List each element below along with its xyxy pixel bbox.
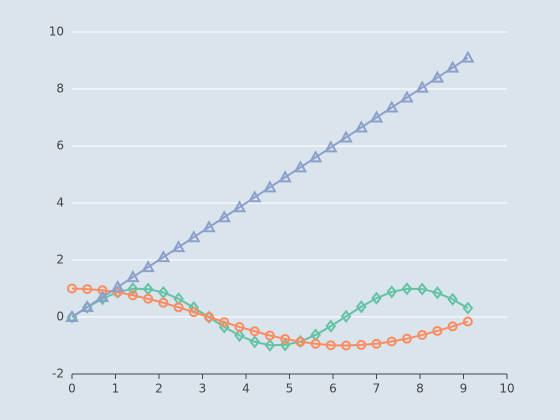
marker xyxy=(97,285,108,296)
marker xyxy=(143,293,154,304)
y-tick-label: 8 xyxy=(56,82,64,96)
marker xyxy=(416,282,428,296)
marker xyxy=(279,338,291,352)
marker xyxy=(278,170,292,183)
marker xyxy=(417,329,428,340)
marker xyxy=(325,319,337,333)
marker xyxy=(264,338,276,352)
marker xyxy=(80,299,94,313)
marker xyxy=(217,210,231,223)
marker xyxy=(355,300,367,314)
x-tick-label: 10 xyxy=(499,382,514,396)
marker xyxy=(249,326,260,337)
marker xyxy=(430,70,445,83)
marker xyxy=(371,338,382,349)
marker xyxy=(386,336,397,347)
marker xyxy=(369,110,384,123)
series-line xyxy=(71,287,469,347)
marker xyxy=(324,140,338,153)
marker xyxy=(461,50,475,63)
y-tick-label: 2 xyxy=(56,253,64,267)
marker xyxy=(82,284,93,295)
marker xyxy=(293,160,308,173)
x-tick-label: 0 xyxy=(68,382,76,396)
marker xyxy=(219,317,230,328)
marker xyxy=(173,302,184,313)
marker xyxy=(295,336,306,347)
marker xyxy=(308,150,323,163)
marker xyxy=(127,290,138,301)
marker xyxy=(234,328,245,343)
marker xyxy=(127,282,139,296)
y-tick-label: 4 xyxy=(56,196,64,210)
marker xyxy=(158,297,169,308)
marker xyxy=(248,190,262,203)
marker xyxy=(462,316,473,327)
marker xyxy=(354,120,368,133)
y-tick-label: 10 xyxy=(49,25,64,39)
marker xyxy=(264,330,275,341)
x-tick-label: 8 xyxy=(416,382,424,396)
marker xyxy=(371,291,382,305)
marker xyxy=(386,285,398,299)
marker xyxy=(126,270,140,283)
marker xyxy=(187,230,201,243)
marker xyxy=(310,338,321,349)
marker xyxy=(171,240,186,253)
marker xyxy=(415,80,429,93)
x-tick-label: 2 xyxy=(155,382,163,396)
marker xyxy=(400,90,414,103)
x-tick-label: 6 xyxy=(329,382,337,396)
marker xyxy=(385,100,399,113)
marker xyxy=(339,130,353,143)
marker xyxy=(95,289,110,303)
marker xyxy=(445,60,460,73)
marker xyxy=(280,333,291,344)
marker xyxy=(340,309,352,324)
marker xyxy=(401,333,412,344)
marker xyxy=(204,312,215,322)
x-tick-label: 3 xyxy=(199,382,207,396)
marker xyxy=(432,325,443,336)
x-tick-label: 5 xyxy=(286,382,294,396)
marker xyxy=(432,286,443,300)
y-tick-label: -2 xyxy=(52,367,64,381)
marker xyxy=(202,220,216,233)
y-tick-label: 6 xyxy=(56,139,64,153)
marker xyxy=(232,200,247,213)
marker xyxy=(65,309,79,322)
marker xyxy=(110,280,125,293)
marker xyxy=(141,260,155,273)
y-tick-label: 0 xyxy=(56,310,64,324)
marker xyxy=(234,321,245,332)
marker xyxy=(401,282,413,296)
marker xyxy=(188,307,199,318)
x-tick-label: 9 xyxy=(460,382,468,396)
marker xyxy=(263,180,277,193)
marker xyxy=(156,250,171,263)
marker xyxy=(447,321,458,332)
x-tick-label: 4 xyxy=(242,382,250,396)
x-tick-label: 1 xyxy=(112,382,120,396)
marker xyxy=(356,339,367,350)
marker xyxy=(462,301,474,315)
marker xyxy=(249,335,260,349)
marker xyxy=(67,283,77,294)
marker xyxy=(447,292,458,306)
marker xyxy=(325,340,336,351)
x-tick-label: 7 xyxy=(373,382,381,396)
marker xyxy=(341,340,352,351)
marker xyxy=(158,285,169,300)
